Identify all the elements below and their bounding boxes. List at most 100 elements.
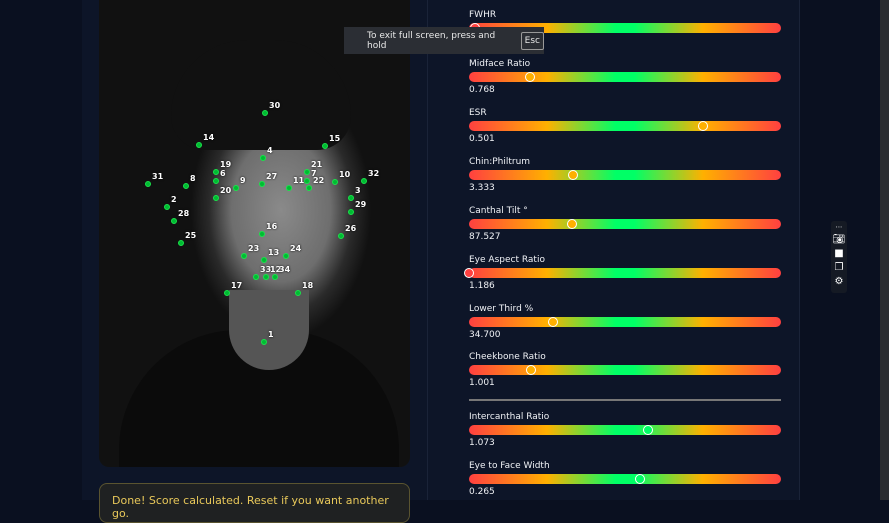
metric-value: 34.700 [469, 330, 501, 340]
metric-label: Lower Third % [469, 304, 534, 314]
landmark-label: 30 [269, 101, 281, 110]
landmark-label: 14 [203, 133, 215, 142]
metric-marker [642, 425, 653, 435]
metric-row: Midface Ratio 0.768 [469, 59, 781, 95]
landmark-dot [241, 253, 247, 259]
landmark-dot [338, 233, 344, 239]
gear-icon[interactable]: ⚙ [834, 276, 844, 287]
landmark-label: 26 [345, 224, 357, 233]
status-message: Done! Score calculated. Reset if you wan… [99, 483, 410, 523]
landmark-dot [272, 274, 278, 280]
landmark-label: 17 [231, 281, 243, 290]
landmark-label: 23 [248, 244, 260, 253]
divider [469, 399, 781, 401]
metric-marker [567, 170, 578, 180]
landmark-dot [295, 290, 301, 296]
landmark-dot [348, 209, 354, 215]
metric-bar [469, 170, 781, 180]
screens-icon[interactable]: ❐ [834, 262, 844, 273]
landmark-label: 12 [270, 265, 282, 274]
landmark-dot [260, 155, 266, 161]
metric-bar [464, 268, 781, 278]
landmark-dot [164, 204, 170, 210]
metric-value: 1.186 [469, 281, 495, 291]
metric-row: Chin:Philtrum 3.333 [469, 157, 781, 193]
metric-label: Cheekbone Ratio [469, 352, 546, 362]
metric-row: Intercanthal Ratio 1.073 [469, 412, 781, 448]
metric-marker [566, 219, 577, 229]
landmark-label: 13 [268, 248, 280, 257]
metric-bar [469, 365, 781, 375]
metric-label: ESR [469, 108, 487, 118]
landmark-label: 34 [279, 265, 291, 274]
metric-marker [548, 317, 559, 327]
metric-bar [469, 425, 781, 435]
metric-label: Eye to Face Width [469, 461, 550, 471]
landmark-dot [233, 185, 239, 191]
metric-row: Eye Aspect Ratio 1.186 [464, 255, 781, 291]
landmark-dot [259, 181, 265, 187]
landmark-label: 1 [268, 330, 274, 339]
landmark-label: 11 [293, 176, 305, 185]
metric-value: 1.001 [469, 378, 495, 388]
landmark-dot [348, 195, 354, 201]
fullscreen-toast: To exit full screen, press and hold Esc [344, 27, 544, 54]
metric-value: 0.501 [469, 134, 495, 144]
metric-value: 1.073 [469, 438, 495, 448]
metric-label: Chin:Philtrum [469, 157, 531, 167]
metric-marker [526, 365, 537, 375]
landmark-label: 7 [311, 169, 317, 178]
camera-icon[interactable]: 📷︎ [832, 234, 846, 245]
video-icon[interactable]: ■ [834, 248, 844, 259]
landmark-dot [262, 110, 268, 116]
metric-bar [469, 72, 781, 82]
landmark-dot [178, 240, 184, 246]
landmark-label: 19 [220, 160, 232, 169]
landmark-dot [183, 183, 189, 189]
landmark-label: 31 [152, 172, 164, 181]
metric-label: Midface Ratio [469, 59, 531, 69]
neck [229, 290, 309, 370]
landmark-label: 18 [302, 281, 314, 290]
landmark-dot [261, 339, 267, 345]
esc-key: Esc [520, 31, 544, 50]
metric-bar [469, 121, 781, 131]
metric-label: FWHR [469, 10, 497, 20]
landmark-label: 32 [368, 169, 380, 178]
landmark-dot [224, 290, 230, 296]
landmark-label: 25 [185, 231, 197, 240]
metric-value: 87.527 [469, 232, 501, 242]
metric-row: Eye to Face Width 0.265 [469, 461, 781, 497]
metric-label: Intercanthal Ratio [469, 412, 550, 422]
landmark-dot [322, 143, 328, 149]
landmark-dot [306, 185, 312, 191]
landmark-dot [332, 179, 338, 185]
metric-marker [698, 121, 708, 131]
camera-panel: 30 14 15 4 19 21 6 7 8 9 27 11 22 10 31 32 20 3 2 29 28 16 26 2… [82, 0, 428, 523]
landmark-dot [261, 257, 267, 263]
landmark-label: 29 [355, 200, 367, 209]
landmark-label: 2 [171, 195, 177, 204]
landmark-dot [304, 169, 310, 175]
landmark-dot [213, 195, 219, 201]
metric-row: Lower Third % 34.700 [469, 304, 781, 340]
landmark-label: 24 [290, 244, 302, 253]
landmark-label: 3 [355, 186, 361, 195]
metrics-panel: FWHR Midface Ratio 0.768 ESR 0.501 Chin:Ph… [428, 0, 800, 500]
landmark-label: 16 [266, 222, 278, 231]
landmark-dot [259, 231, 265, 237]
landmark-dot [253, 274, 259, 280]
metric-marker [464, 268, 474, 278]
metric-label: Eye Aspect Ratio [469, 255, 545, 265]
landmark-dot [361, 178, 367, 184]
metric-row: Canthal Tilt ° 87.527 [469, 206, 781, 242]
landmark-label: 27 [266, 172, 278, 181]
landmark-label: 33 [260, 265, 272, 274]
landmark-label: 9 [240, 176, 246, 185]
landmark-label: 28 [178, 209, 190, 218]
more-icon[interactable]: ⋯ [835, 223, 843, 231]
landmark-dot [196, 142, 202, 148]
metric-value: 0.265 [469, 487, 495, 497]
metric-label: Canthal Tilt ° [469, 206, 528, 216]
face-photo: 30 14 15 4 19 21 6 7 8 9 27 11 22 10 31 32 20 3 2 29 28 16 26 2… [99, 0, 410, 467]
